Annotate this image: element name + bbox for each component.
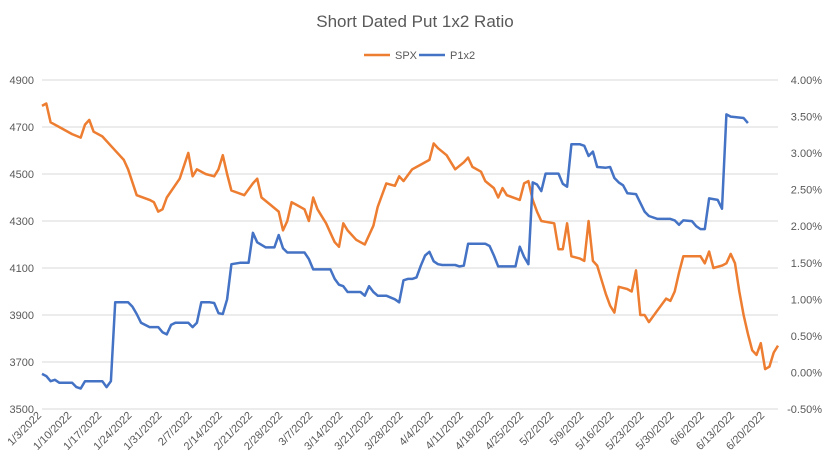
left-tick-label: 4700 [10,122,34,134]
legend-label-spx: SPX [395,50,418,62]
right-tick-label: 3.50% [791,112,822,124]
left-axis: 3500 3700 3900 4100 4300 4500 4700 4900 [10,75,34,416]
right-tick-label: -0.50% [787,404,822,416]
legend: SPX P1x2 [364,50,475,62]
series-line-p1x2 [41,113,749,390]
right-tick-label: 3.00% [791,148,822,160]
left-tick-label: 3900 [10,310,34,322]
right-tick-label: 0.00% [791,367,822,379]
left-tick-label: 3700 [10,357,34,369]
right-tick-label: 2.00% [791,221,822,233]
series-group [41,102,780,390]
left-tick-label: 4100 [10,263,34,275]
right-tick-label: 4.00% [791,75,822,87]
series-line-spx [41,102,780,371]
legend-label-p1x2: P1x2 [450,50,475,62]
left-tick-label: 3500 [10,404,34,416]
right-tick-label: 1.50% [791,258,822,270]
right-tick-label: 0.50% [791,331,822,343]
right-tick-label: 2.50% [791,185,822,197]
left-tick-label: 4900 [10,75,34,87]
right-tick-label: 1.00% [791,294,822,306]
left-tick-label: 4300 [10,216,34,228]
right-axis: -0.50% 0.00% 0.50% 1.00% 1.50% 2.00% 2.50% 3.00… [787,75,822,416]
left-tick-label: 4500 [10,169,34,181]
chart-title: Short Dated Put 1x2 Ratio [316,12,514,31]
